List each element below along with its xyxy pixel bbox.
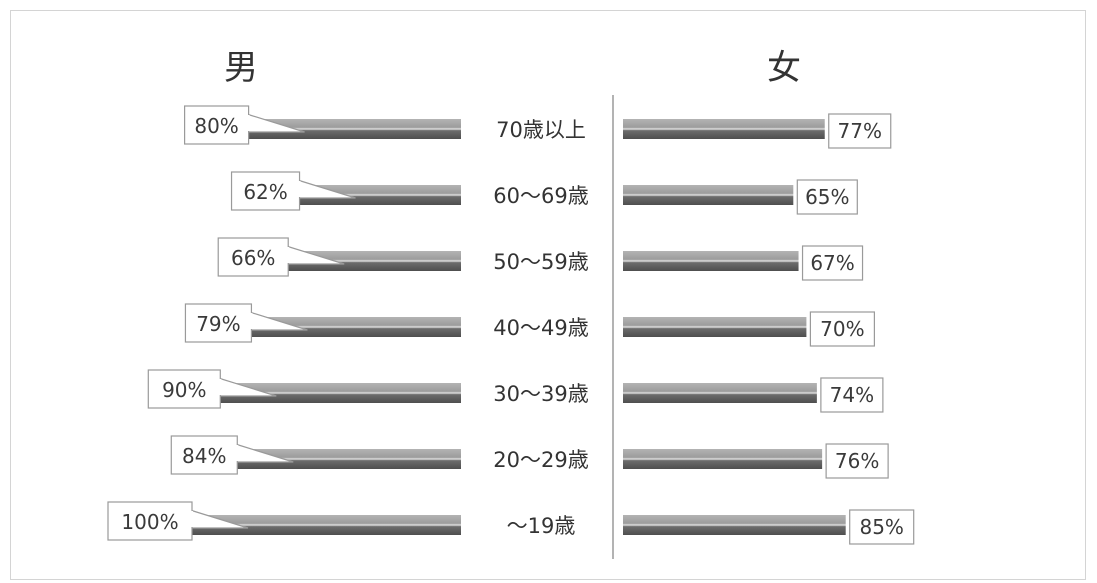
data-label-female: 65% xyxy=(805,185,849,209)
bar-male xyxy=(234,119,461,139)
data-label-female: 77% xyxy=(838,119,882,143)
data-label-female: 70% xyxy=(820,317,864,341)
chart-frame: 男 女 80% 77% 70歳以上 62% 65% 60〜69歳 66% 67% 50〜59歳 7… xyxy=(10,10,1086,580)
data-label-male: 80% xyxy=(194,114,238,138)
callout-box-female xyxy=(801,245,864,281)
category-label: 20〜29歳 xyxy=(493,448,588,472)
category-label: 50〜59歳 xyxy=(493,250,588,274)
callout-box-male xyxy=(170,435,238,475)
bar-male xyxy=(206,383,461,403)
data-label-male: 90% xyxy=(162,378,206,402)
bar-female xyxy=(623,185,794,205)
bar-female xyxy=(623,383,817,403)
callout-box-female xyxy=(849,509,915,545)
callout-box-male xyxy=(184,303,253,343)
callout-mask-male xyxy=(296,181,301,197)
panel-title-male: 男 xyxy=(224,48,258,88)
data-label-male: 79% xyxy=(196,312,240,336)
data-label-male: 84% xyxy=(182,444,226,468)
bar-male xyxy=(178,515,461,535)
panel-title-female: 女 xyxy=(767,48,801,88)
bar-female xyxy=(623,449,823,469)
callout-box-male xyxy=(230,171,301,211)
callout-mask-male xyxy=(217,379,222,395)
bar-male xyxy=(237,317,461,337)
bar-female xyxy=(623,119,825,139)
callout-mask-male xyxy=(189,511,193,527)
callout-box-female xyxy=(825,443,889,479)
callout-mask-male xyxy=(234,445,239,461)
bar-female xyxy=(623,251,799,271)
category-label: 70歳以上 xyxy=(496,118,586,142)
callout-box-male xyxy=(217,237,289,277)
callout-box-female xyxy=(820,377,884,413)
category-label: 60〜69歳 xyxy=(493,184,588,208)
data-label-female: 85% xyxy=(859,515,903,539)
callout-box-female xyxy=(809,311,876,347)
callout-box-male xyxy=(184,105,250,145)
category-label: 30〜39歳 xyxy=(493,382,588,406)
bar-female xyxy=(623,317,807,337)
callout-box-male xyxy=(147,369,221,409)
bar-female xyxy=(623,515,846,535)
data-label-female: 67% xyxy=(810,251,854,275)
data-label-male: 66% xyxy=(231,246,275,270)
callout-box-female xyxy=(796,179,858,215)
data-label-female: 76% xyxy=(835,449,879,473)
category-label: 〜19歳 xyxy=(507,514,576,538)
callout-mask-male xyxy=(245,115,250,131)
callout-mask-male xyxy=(285,247,290,263)
bar-male xyxy=(223,449,461,469)
callout-box-female xyxy=(828,113,892,149)
data-label-male: 62% xyxy=(243,180,287,204)
data-label-female: 74% xyxy=(830,383,874,407)
bar-male xyxy=(274,251,461,271)
data-label-male: 100% xyxy=(121,510,178,534)
callout-mask-male xyxy=(248,313,253,329)
butterfly-chart: 男 女 80% 77% 70歳以上 62% 65% 60〜69歳 66% 67% 50〜59歳 7… xyxy=(107,48,915,559)
category-label: 40〜49歳 xyxy=(493,316,588,340)
